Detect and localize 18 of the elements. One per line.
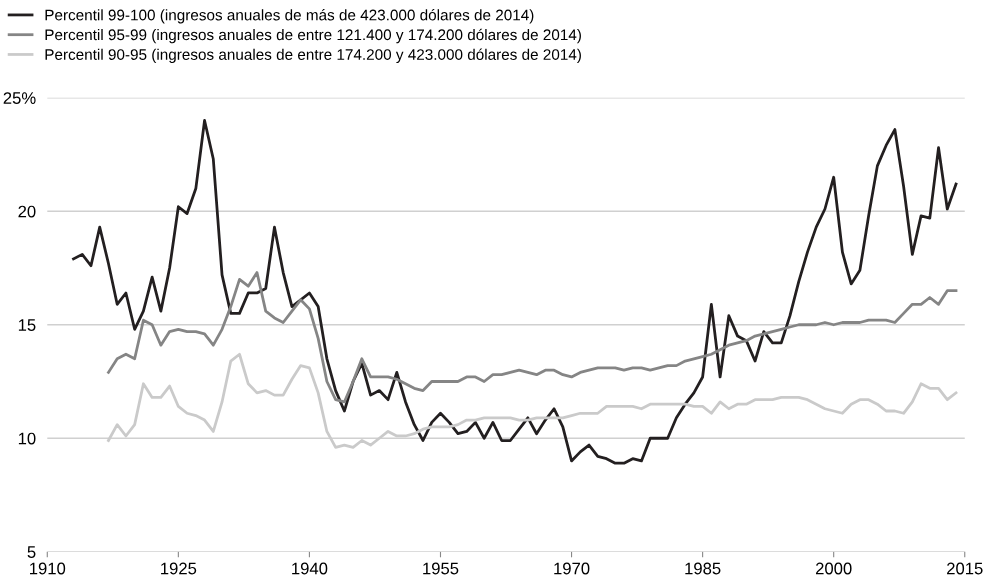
x-tick-label: 1970 [554,562,590,575]
x-tick-label: 1925 [161,562,197,575]
x-tick-label: 2000 [815,562,852,575]
line-series [72,119,958,465]
y-tick-label: 5 [27,546,36,558]
x-tick-label: 1910 [30,562,66,575]
line-series [107,271,958,404]
legend-label: Percentil 90-95 (ingresos anuales de entre 174.200 y 423.000 dólares de 2014) [45,48,581,63]
y-tick-label: 25% [3,92,36,104]
x-tick-label: 1985 [685,562,721,575]
y-tick-label: 10 [18,432,36,445]
x-tick-label: 1940 [292,562,328,575]
legend-label: Percentil 95-99 (ingresos anuales de entre 121.400 y 174.200 dólares de 2014) [45,28,581,44]
y-tick-label: 20 [18,205,36,218]
x-tick-label: 2015 [947,562,983,575]
x-tick-label: 1955 [423,562,459,575]
legend-label: Percentil 99-100 (ingresos anuales de más de 423.000 dólares de 2014) [45,9,534,24]
y-tick-label: 15 [18,319,36,331]
